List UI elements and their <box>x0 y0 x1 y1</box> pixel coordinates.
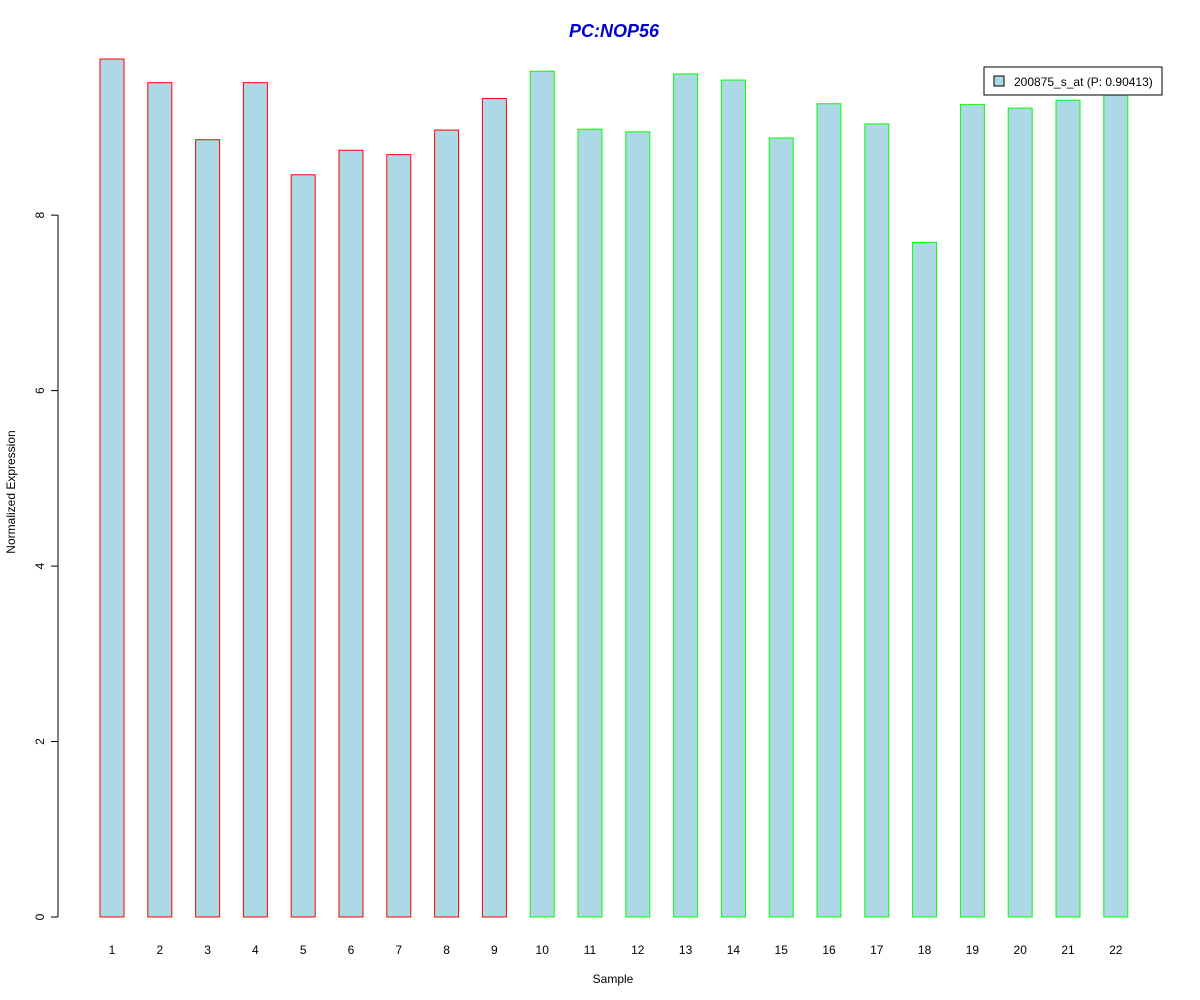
y-tick-label: 8 <box>33 212 47 219</box>
x-tick-label: 8 <box>443 943 450 957</box>
bar-sample-11 <box>577 128 603 918</box>
y-tick-label: 4 <box>33 562 47 569</box>
x-tick-label: 17 <box>870 943 884 957</box>
legend-swatch <box>993 75 1005 87</box>
x-tick-label: 14 <box>727 943 741 957</box>
bar-sample-2 <box>147 82 173 918</box>
legend: 200875_s_at (P: 0.90413) <box>983 66 1163 96</box>
x-tick-label: 2 <box>156 943 163 957</box>
bar-sample-17 <box>864 123 890 918</box>
bar-sample-13 <box>673 73 699 918</box>
x-tick-label: 12 <box>631 943 645 957</box>
bar-sample-10 <box>529 70 555 918</box>
bar-sample-4 <box>242 82 268 918</box>
bar-sample-6 <box>338 149 364 918</box>
x-axis-label: Sample <box>593 972 634 986</box>
bar-sample-15 <box>768 137 794 918</box>
x-tick-label: 18 <box>918 943 932 957</box>
bar-sample-20 <box>1007 107 1033 918</box>
x-tick-label: 5 <box>300 943 307 957</box>
chart-title: PC:NOP56 <box>569 21 660 41</box>
bar-sample-19 <box>959 104 985 918</box>
x-tick-label: 20 <box>1014 943 1028 957</box>
x-tick-label: 3 <box>204 943 211 957</box>
y-axis: 0 2 4 6 8 <box>33 212 59 920</box>
x-tick-label: 4 <box>252 943 259 957</box>
bar-sample-1 <box>99 58 125 918</box>
legend-box <box>983 66 1163 96</box>
y-tick-label: 6 <box>33 387 47 394</box>
x-tick-label: 22 <box>1109 943 1123 957</box>
x-tick-label: 7 <box>395 943 402 957</box>
bar-sample-8 <box>434 129 460 918</box>
y-tick-label: 0 <box>33 913 47 920</box>
bars <box>99 58 1129 918</box>
bar-sample-18 <box>912 241 938 918</box>
x-tick-label: 9 <box>491 943 498 957</box>
x-tick-label: 16 <box>822 943 836 957</box>
bar-sample-3 <box>195 139 221 918</box>
x-tick-label: 10 <box>536 943 550 957</box>
bar-sample-21 <box>1055 99 1081 918</box>
legend-label: 200875_s_at (P: 0.90413) <box>1014 75 1153 89</box>
y-tick-label: 2 <box>33 738 47 745</box>
x-tick-labels: 1 2 3 4 5 6 7 8 9 10 11 12 13 14 15 16 17 18 19 20 21 22 <box>109 943 1123 957</box>
x-tick-label: 15 <box>775 943 789 957</box>
x-tick-label: 6 <box>348 943 355 957</box>
bar-sample-12 <box>625 131 651 918</box>
y-axis-label: Normalized Expression <box>4 430 18 553</box>
bar-sample-16 <box>816 103 842 918</box>
x-tick-label: 19 <box>966 943 980 957</box>
x-tick-label: 1 <box>109 943 116 957</box>
bar-sample-7 <box>386 154 412 918</box>
bar-sample-14 <box>720 79 746 918</box>
x-tick-label: 13 <box>679 943 693 957</box>
x-tick-label: 11 <box>584 943 597 957</box>
x-tick-label: 21 <box>1061 943 1075 957</box>
bar-sample-5 <box>290 174 316 918</box>
bar-sample-22 <box>1103 85 1129 918</box>
bar-sample-9 <box>481 97 507 918</box>
